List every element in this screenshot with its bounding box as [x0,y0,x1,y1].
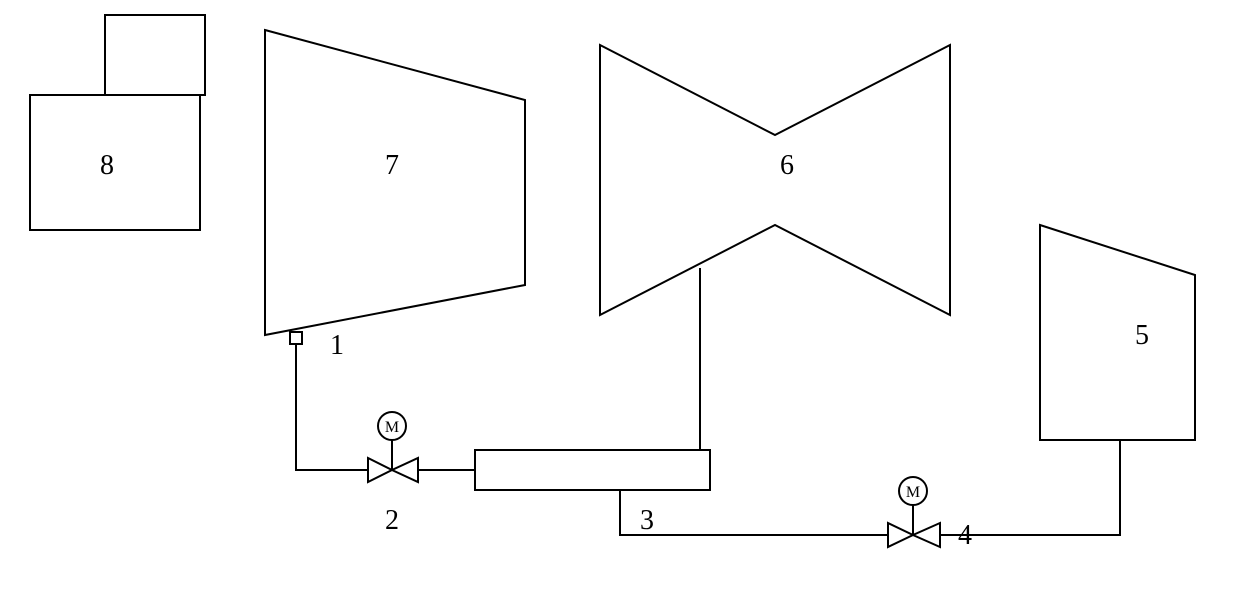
label-8: 8 [100,150,114,182]
label-3: 3 [640,505,654,537]
label-7: 7 [385,150,399,182]
box-8-top [105,15,205,95]
pipe-3-to-4 [620,490,888,535]
box-3 [475,450,710,490]
label-2: 2 [385,505,399,537]
box-8 [30,95,200,230]
valve-4-letter: M [906,484,920,501]
valve-4: M [888,477,940,547]
valve-2-letter: M [385,419,399,436]
diagram-canvas: M M [0,0,1240,612]
label-6: 6 [780,150,794,182]
label-5: 5 [1135,320,1149,352]
turbine-6 [600,45,950,315]
connector-1-stub [290,332,302,344]
turbine-5 [1040,225,1195,440]
valve-2: M [368,412,418,482]
label-1: 1 [330,330,344,362]
label-4: 4 [958,520,972,552]
pipe-1-to-2 [296,344,368,470]
turbine-7 [265,30,525,335]
